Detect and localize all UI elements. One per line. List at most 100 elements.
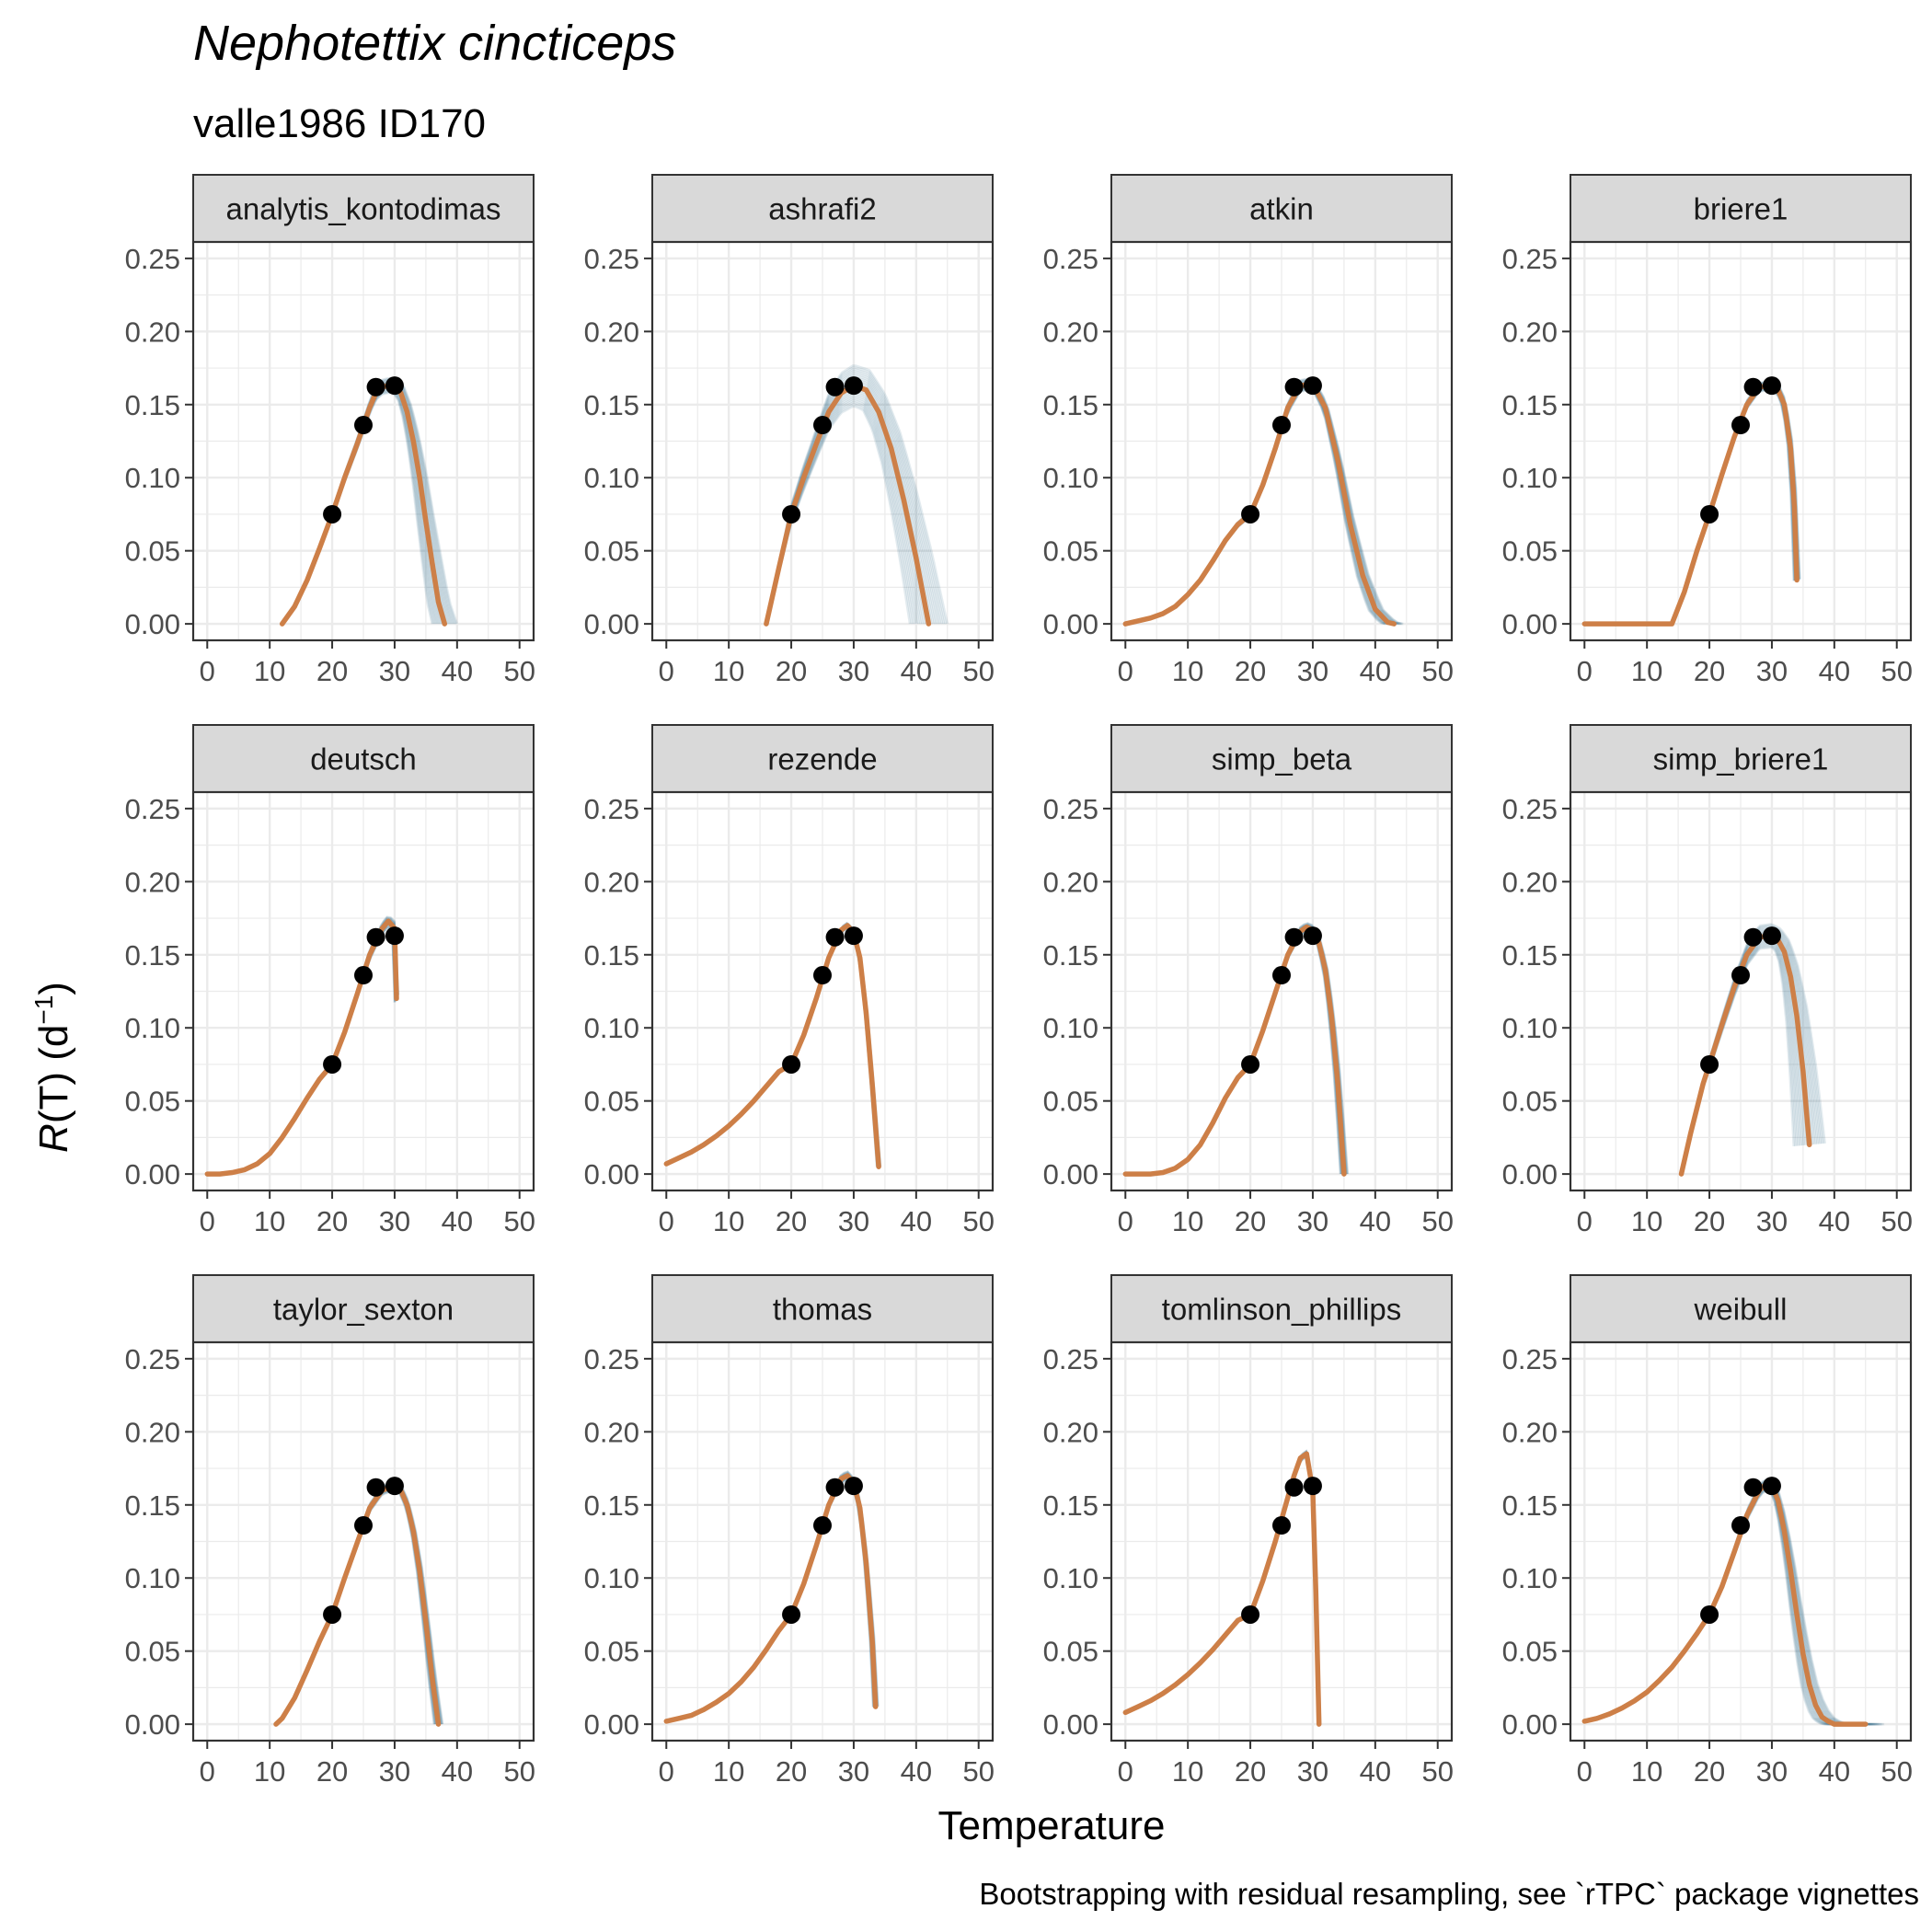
y-tick-label: 0.15 xyxy=(1502,389,1558,421)
y-tick-label: 0.25 xyxy=(125,1343,180,1375)
y-tick-label: 0.25 xyxy=(1502,1343,1558,1375)
y-tick-label: 0.20 xyxy=(125,1416,180,1448)
panel-border xyxy=(1569,1340,1913,1742)
observed-point xyxy=(1731,416,1750,435)
facet-panel: ashrafi2 0.00 0.05 0.10 0.15 0.20 0.25 0 10 20 30 4… xyxy=(584,174,995,687)
observed-point xyxy=(1284,1478,1304,1497)
facet-strip xyxy=(192,1274,535,1343)
chart-caption: Bootstrapping with residual resampling, … xyxy=(979,1877,1919,1911)
observed-point xyxy=(366,1478,385,1497)
x-tick-label: 0 xyxy=(1118,655,1133,687)
fitted-curve xyxy=(1581,383,1800,627)
y-tick-label: 0.25 xyxy=(584,243,639,275)
observed-point xyxy=(1241,504,1260,523)
facet-strip xyxy=(1110,724,1453,793)
facet-strip-label: weibull xyxy=(1694,1293,1788,1327)
observed-point xyxy=(813,416,832,435)
y-tick-label: 0.20 xyxy=(584,316,639,348)
observed-point xyxy=(1762,376,1781,396)
observed-point xyxy=(354,1516,373,1535)
y-tick-label: 0.00 xyxy=(1502,608,1558,640)
observed-point xyxy=(323,504,342,523)
x-tick-label: 10 xyxy=(713,655,744,687)
x-tick-label: 40 xyxy=(1360,1205,1391,1237)
observed-point xyxy=(1284,927,1304,947)
x-tick-label: 30 xyxy=(1756,655,1788,687)
y-tick-label: 0.10 xyxy=(1043,462,1098,494)
x-tick-label: 10 xyxy=(1172,1755,1203,1788)
x-tick-label: 30 xyxy=(379,655,410,687)
x-tick-label: 50 xyxy=(503,1205,535,1237)
y-tick-label: 0.05 xyxy=(125,535,180,568)
panel-border xyxy=(191,790,535,1192)
observed-point xyxy=(825,1478,845,1497)
x-tick-label: 30 xyxy=(379,1755,410,1788)
x-tick-label: 30 xyxy=(379,1205,410,1237)
x-tick-label: 40 xyxy=(442,655,473,687)
y-tick-label: 0.05 xyxy=(1502,1636,1558,1668)
y-tick-label: 0.10 xyxy=(1502,1562,1558,1594)
facet-strip-label: thomas xyxy=(773,1293,872,1327)
observed-point xyxy=(323,1054,342,1074)
observed-point xyxy=(813,1516,832,1535)
y-axis-label: R(T) (d−1) xyxy=(29,982,77,1153)
x-tick-label: 10 xyxy=(1172,655,1203,687)
observed-point xyxy=(1241,1604,1260,1624)
x-tick-label: 50 xyxy=(1880,1205,1912,1237)
x-tick-label: 50 xyxy=(1880,1755,1912,1788)
panel-border xyxy=(191,1340,535,1742)
x-tick-label: 40 xyxy=(1360,655,1391,687)
x-tick-label: 10 xyxy=(713,1205,744,1237)
observed-point xyxy=(354,416,373,435)
fitted-curve xyxy=(1122,381,1397,627)
facet-panel: weibull 0.00 0.05 0.10 0.15 0.20 0.25 0 10 20 30 40… xyxy=(1502,1274,1913,1788)
bootstrap-curve xyxy=(765,366,948,625)
y-tick-label: 0.15 xyxy=(584,1489,639,1522)
y-tick-label: 0.25 xyxy=(1043,793,1098,825)
y-tick-label: 0.05 xyxy=(125,1086,180,1118)
observed-point xyxy=(1700,1604,1719,1624)
facet-strip-label: simp_beta xyxy=(1212,742,1352,776)
y-axis-label-exponent: −1 xyxy=(29,995,59,1025)
observed-point xyxy=(385,376,404,396)
facet-panel: analytis_kontodimas 0.00 0.05 0.10 0.15 0.20 0… xyxy=(125,174,535,687)
y-tick-label: 0.20 xyxy=(584,866,639,898)
facet-strip-label: briere1 xyxy=(1694,192,1788,226)
y-tick-label: 0.20 xyxy=(125,316,180,348)
observed-point xyxy=(385,926,404,946)
x-tick-label: 10 xyxy=(254,655,285,687)
panel-border xyxy=(1110,1340,1454,1742)
facet-panel: simp_briere1 0.00 0.05 0.10 0.15 0.20 0.25 0 10 2… xyxy=(1502,724,1913,1237)
facet-strip xyxy=(651,174,994,243)
x-tick-label: 10 xyxy=(254,1755,285,1788)
x-tick-label: 30 xyxy=(1756,1205,1788,1237)
facet-strip xyxy=(1570,1274,1912,1343)
x-tick-label: 10 xyxy=(254,1205,285,1237)
x-tick-label: 20 xyxy=(316,1205,348,1237)
observed-point xyxy=(1743,927,1763,947)
y-tick-label: 0.15 xyxy=(1043,389,1098,421)
y-tick-label: 0.00 xyxy=(1043,608,1098,640)
y-tick-label: 0.05 xyxy=(584,1636,639,1668)
y-tick-label: 0.00 xyxy=(125,608,180,640)
x-tick-label: 40 xyxy=(901,1205,932,1237)
observed-point xyxy=(782,1604,801,1624)
observed-point xyxy=(1272,416,1291,435)
observed-point xyxy=(323,1604,342,1624)
y-tick-label: 0.00 xyxy=(125,1158,180,1190)
y-tick-label: 0.10 xyxy=(584,1562,639,1594)
y-tick-label: 0.15 xyxy=(584,389,639,421)
facet-panel: simp_beta 0.00 0.05 0.10 0.15 0.20 0.25 0 10 20 30… xyxy=(1043,724,1454,1237)
x-tick-label: 0 xyxy=(1577,1755,1593,1788)
facet-strip xyxy=(1110,1274,1453,1343)
y-tick-label: 0.25 xyxy=(584,793,639,825)
fitted-curve xyxy=(273,1483,442,1727)
y-tick-label: 0.10 xyxy=(1502,462,1558,494)
y-tick-label: 0.05 xyxy=(1043,1636,1098,1668)
x-tick-label: 0 xyxy=(659,1205,674,1237)
y-tick-label: 0.15 xyxy=(1043,1489,1098,1522)
x-tick-label: 0 xyxy=(200,655,215,687)
x-tick-label: 0 xyxy=(200,1755,215,1788)
y-tick-label: 0.25 xyxy=(1043,243,1098,275)
y-tick-label: 0.05 xyxy=(1043,535,1098,568)
